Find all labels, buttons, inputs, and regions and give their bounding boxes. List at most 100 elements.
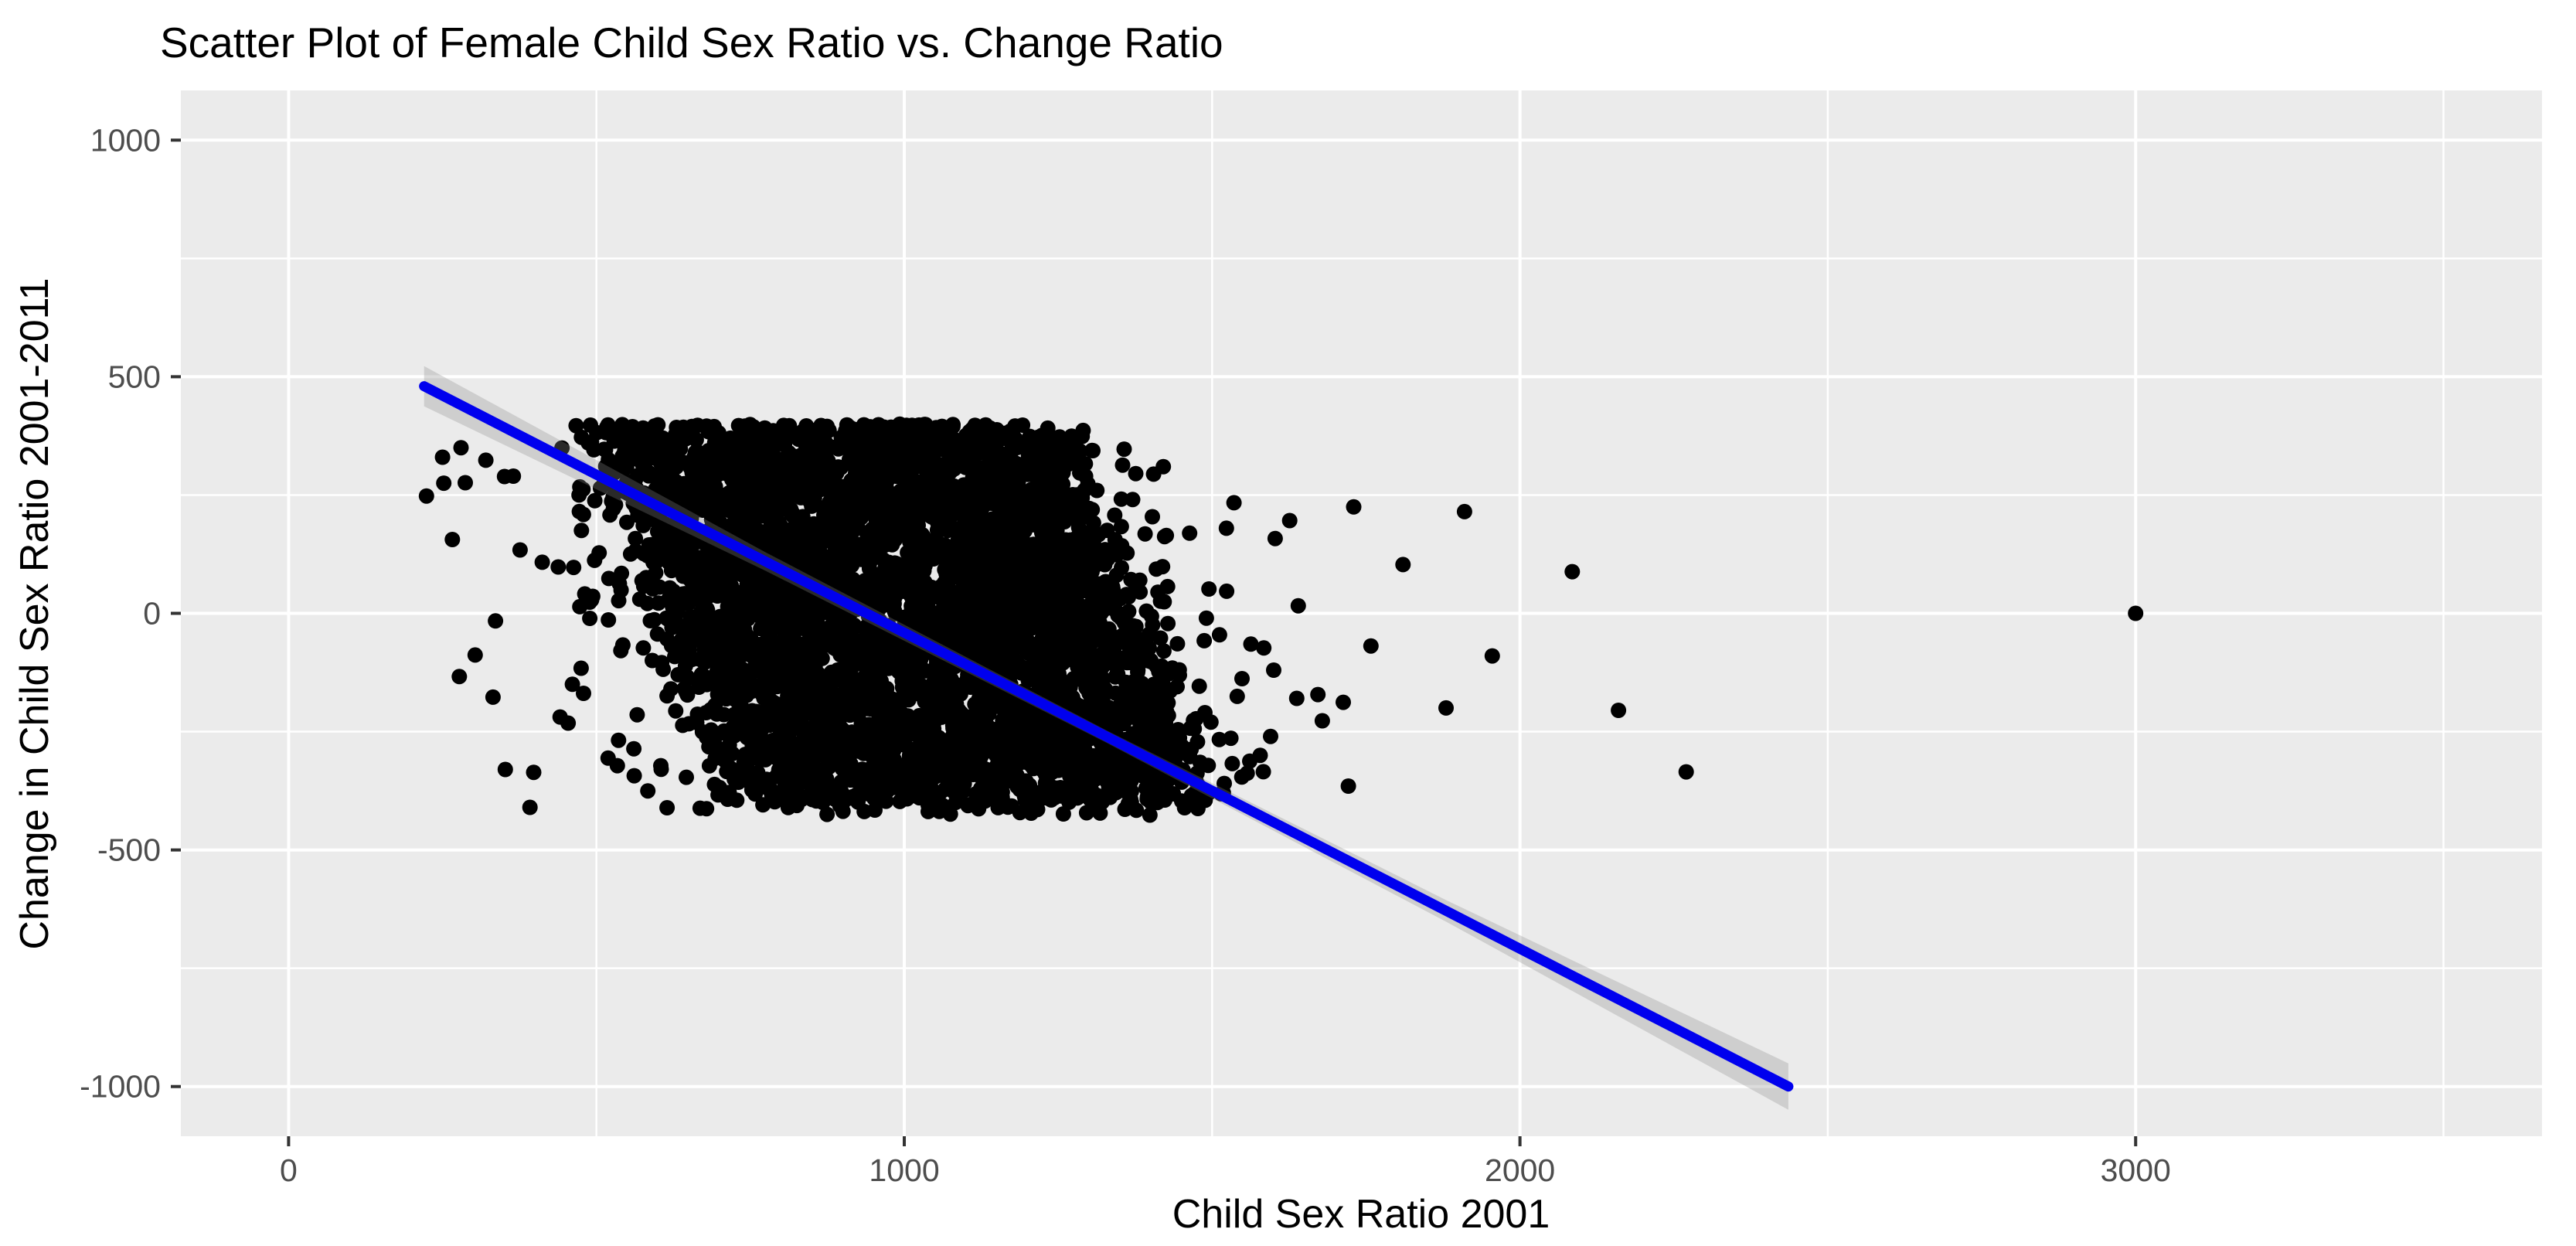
data-point bbox=[898, 684, 914, 700]
data-point bbox=[434, 449, 451, 465]
data-point bbox=[870, 749, 886, 765]
data-point bbox=[742, 441, 758, 458]
data-point bbox=[673, 482, 689, 497]
data-point bbox=[1223, 730, 1239, 747]
data-point bbox=[832, 502, 849, 518]
data-point bbox=[1085, 443, 1101, 458]
data-point bbox=[597, 442, 614, 458]
data-point bbox=[436, 475, 452, 492]
data-point bbox=[526, 764, 542, 781]
data-point bbox=[727, 610, 743, 625]
data-point bbox=[1226, 495, 1242, 511]
data-point bbox=[945, 783, 961, 799]
data-point bbox=[1143, 689, 1159, 705]
data-point bbox=[849, 483, 866, 499]
data-point bbox=[710, 574, 727, 590]
data-point bbox=[488, 613, 504, 629]
data-point bbox=[1239, 765, 1255, 781]
data-point bbox=[827, 553, 843, 569]
data-point bbox=[778, 462, 794, 478]
data-point bbox=[1009, 591, 1026, 608]
data-point bbox=[453, 440, 469, 456]
data-point bbox=[1012, 638, 1028, 655]
data-point bbox=[613, 582, 629, 598]
data-point bbox=[582, 611, 598, 626]
data-point bbox=[1111, 631, 1127, 647]
data-point bbox=[734, 512, 750, 528]
data-point bbox=[564, 676, 580, 693]
data-point bbox=[560, 715, 577, 731]
data-point bbox=[1211, 731, 1227, 747]
data-point bbox=[631, 591, 648, 608]
data-point bbox=[1107, 544, 1123, 560]
data-point bbox=[893, 705, 910, 721]
data-point bbox=[622, 546, 638, 562]
data-point bbox=[1266, 662, 1281, 678]
data-point bbox=[862, 431, 878, 447]
data-point bbox=[878, 692, 894, 707]
data-point bbox=[2128, 605, 2144, 621]
data-point bbox=[1049, 551, 1065, 567]
data-point bbox=[1314, 713, 1330, 729]
data-point bbox=[856, 745, 872, 761]
data-point bbox=[1224, 755, 1240, 771]
data-point bbox=[763, 599, 778, 615]
data-point bbox=[1055, 635, 1071, 651]
data-point bbox=[576, 686, 591, 701]
data-point bbox=[610, 461, 626, 478]
data-point bbox=[856, 785, 873, 802]
data-point bbox=[875, 525, 891, 541]
data-point bbox=[505, 468, 522, 484]
data-point bbox=[978, 761, 994, 778]
data-point bbox=[856, 764, 873, 781]
data-point bbox=[1053, 458, 1069, 475]
data-point bbox=[875, 505, 891, 521]
y-tick-label: -1000 bbox=[80, 1069, 161, 1105]
data-point bbox=[645, 426, 661, 442]
data-point bbox=[1070, 659, 1086, 676]
data-point bbox=[829, 784, 845, 800]
data-point bbox=[988, 624, 1004, 640]
data-point bbox=[1007, 621, 1023, 637]
data-point bbox=[937, 441, 953, 458]
data-point bbox=[1021, 797, 1037, 813]
data-point bbox=[899, 435, 915, 451]
data-point bbox=[1108, 764, 1125, 780]
data-point bbox=[485, 689, 501, 705]
data-point bbox=[1008, 516, 1023, 533]
data-point bbox=[1176, 800, 1193, 815]
data-point bbox=[1130, 662, 1146, 679]
data-point bbox=[743, 490, 759, 506]
data-point bbox=[1012, 458, 1029, 475]
data-point bbox=[1068, 604, 1084, 620]
data-point bbox=[727, 706, 742, 723]
data-point bbox=[659, 800, 675, 815]
y-axis-tick-labels: 1000 500 0 -500 -1000 bbox=[80, 122, 161, 1104]
data-point bbox=[972, 465, 988, 482]
data-point bbox=[777, 778, 793, 794]
data-point bbox=[923, 477, 939, 493]
y-tick-label: 1000 bbox=[90, 122, 161, 158]
data-point bbox=[611, 732, 627, 748]
plot-title: Scatter Plot of Female Child Sex Ratio v… bbox=[160, 19, 1223, 66]
data-point bbox=[1056, 488, 1071, 504]
data-point bbox=[976, 740, 992, 757]
data-point bbox=[1114, 457, 1131, 473]
data-point bbox=[849, 648, 865, 664]
data-point bbox=[1336, 694, 1351, 710]
data-point bbox=[914, 607, 930, 622]
data-point bbox=[1113, 491, 1129, 507]
data-point bbox=[930, 689, 945, 706]
data-point bbox=[1057, 580, 1073, 595]
data-point bbox=[1128, 730, 1145, 746]
data-point bbox=[884, 536, 900, 553]
data-point bbox=[881, 485, 897, 502]
data-point bbox=[705, 642, 721, 659]
data-point bbox=[645, 652, 660, 669]
data-point bbox=[781, 685, 797, 700]
data-point bbox=[764, 640, 780, 656]
data-point bbox=[955, 509, 972, 525]
data-point bbox=[784, 708, 801, 724]
data-point bbox=[961, 754, 978, 770]
data-point bbox=[723, 439, 739, 455]
